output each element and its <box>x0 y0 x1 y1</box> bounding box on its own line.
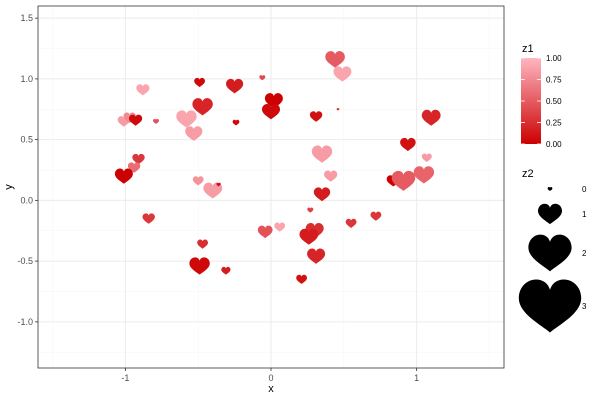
size-legend-heart <box>538 203 562 225</box>
heart-point <box>142 213 155 224</box>
y-tick-label: -0.5 <box>17 256 33 266</box>
size-legend-heart <box>547 186 553 192</box>
y-tick-label: 1.0 <box>20 74 33 84</box>
heart-point <box>194 77 205 88</box>
heart-point <box>114 168 133 184</box>
heart-point <box>259 75 266 81</box>
heart-point <box>391 170 416 191</box>
y-tick-label: 1.5 <box>20 13 33 23</box>
heart-point <box>189 257 210 275</box>
color-legend-label: 1.00 <box>546 54 562 63</box>
size-legend-label: 0 <box>582 185 587 194</box>
heart-point <box>299 228 319 245</box>
heart-point <box>232 119 240 126</box>
heart-point <box>413 166 435 184</box>
heart-point <box>345 218 357 228</box>
x-tick-label: 0 <box>268 373 273 383</box>
heart-point <box>176 110 197 128</box>
grid-lines <box>38 6 504 368</box>
heart-point <box>311 145 333 163</box>
size-legend-label: 2 <box>582 249 587 258</box>
heart-point <box>274 222 286 232</box>
heart-point <box>400 137 416 152</box>
x-tick-label: -1 <box>121 373 129 383</box>
heart-point <box>333 66 352 82</box>
heart-point <box>296 274 307 284</box>
heart-point <box>197 239 208 249</box>
heart-point <box>307 207 314 213</box>
heart-point <box>257 225 273 239</box>
size-legend-heart <box>528 234 572 272</box>
axes: -1 0 1 -1.0 -0.5 0.0 0.5 1.0 1.5 <box>17 13 419 383</box>
color-legend-label: 0.00 <box>546 140 562 149</box>
heart-point <box>221 266 231 275</box>
color-legend-label: 0.75 <box>546 76 562 85</box>
heart-point <box>216 182 221 187</box>
y-tick-label: 0.0 <box>20 195 33 205</box>
size-legend-label: 3 <box>582 302 587 311</box>
heart-point <box>336 108 340 111</box>
heart-point <box>185 126 203 141</box>
heart-point <box>421 109 441 126</box>
heart-point <box>203 182 223 199</box>
heart-point <box>309 111 323 122</box>
y-tick-label: -1.0 <box>17 317 33 327</box>
heart-point <box>226 78 244 94</box>
x-tick-label: 1 <box>414 373 419 383</box>
heart-point <box>129 114 143 126</box>
heart-point <box>262 104 280 120</box>
heart-point <box>421 153 432 163</box>
color-legend-title: z1 <box>522 43 534 55</box>
size-legend-heart <box>518 279 582 333</box>
color-legend-label: 0.50 <box>546 97 562 106</box>
heart-point <box>313 187 331 202</box>
size-legend-title: z2 <box>522 168 534 180</box>
y-axis-title: y <box>3 184 15 190</box>
heart-point <box>132 153 145 165</box>
color-legend-label: 0.25 <box>546 119 562 128</box>
heart-point <box>136 84 150 96</box>
heart-point <box>192 98 213 116</box>
heart-point <box>370 211 382 221</box>
y-tick-label: 0.5 <box>20 135 33 145</box>
heart-point <box>307 248 326 264</box>
heart-point <box>153 118 159 124</box>
heart-point <box>325 51 345 68</box>
heart-point <box>264 93 283 109</box>
x-axis-title: x <box>268 383 274 395</box>
data-points <box>114 51 441 284</box>
size-legend: z2 0 1 2 3 <box>518 168 587 333</box>
color-legend: z1 1.00 0.75 0.50 0.25 0.00 <box>521 43 562 149</box>
heart-point <box>324 170 338 182</box>
color-legend-bar <box>521 58 541 144</box>
size-legend-label: 1 <box>582 210 587 219</box>
heart-point <box>192 176 204 186</box>
